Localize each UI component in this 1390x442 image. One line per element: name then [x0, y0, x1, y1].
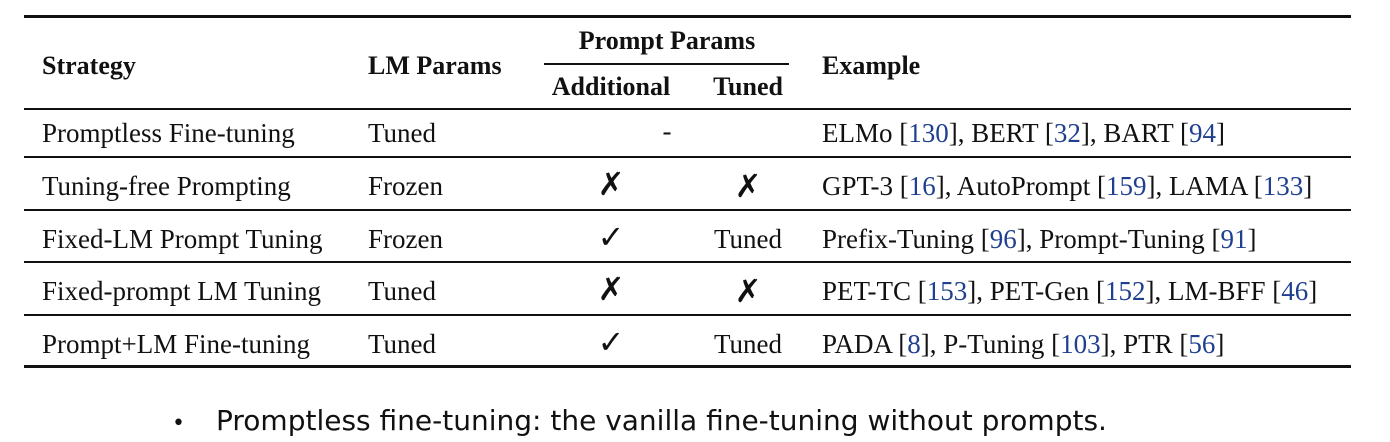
check-icon: ✓	[597, 218, 625, 256]
table-bottom-rule	[24, 365, 1351, 368]
table-top-rule	[24, 15, 1351, 18]
row-tuned: Tuned	[713, 224, 783, 254]
citation-ref: 46	[1281, 276, 1309, 306]
row-lm-params: Frozen	[368, 171, 443, 201]
citation-ref: 91	[1220, 224, 1248, 254]
row-lm-params: Tuned	[368, 276, 437, 306]
header-prompt-params: Prompt Params	[578, 26, 756, 55]
cross-icon: ✗	[734, 272, 762, 310]
row-strategy: Fixed-LM Prompt Tuning	[42, 224, 323, 254]
example-text: ]	[1303, 171, 1313, 201]
example-text: ], AutoPrompt [	[935, 171, 1107, 201]
example-text: ], LAMA [	[1146, 171, 1263, 201]
citation-ref: 153	[926, 276, 968, 306]
example-text: ELMo [	[822, 118, 909, 148]
row-example: ELMo [130], BERT [32], BART [94]	[822, 118, 1225, 148]
citation-ref: 8	[907, 329, 921, 359]
row-separator	[24, 209, 1351, 211]
bullet-text: Promptless fine-tuning: the vanilla fine…	[216, 404, 1107, 437]
example-text: PET-TC [	[822, 276, 927, 306]
example-text: PADA [	[822, 329, 908, 359]
citation-ref: 152	[1105, 276, 1146, 306]
row-strategy: Tuning-free Prompting	[42, 171, 291, 201]
prompt-params-rule	[544, 63, 789, 65]
row-lm-params: Tuned	[368, 329, 437, 359]
example-text: GPT-3 [	[822, 171, 909, 201]
row-lm-params: Tuned	[368, 118, 437, 148]
bullet-marker: •	[172, 411, 185, 436]
check-icon: ✓	[597, 323, 625, 361]
header-tuned: Tuned	[713, 72, 783, 101]
row-example: PADA [8], P-Tuning [103], PTR [56]	[822, 329, 1224, 359]
row-separator	[24, 314, 1351, 316]
example-text: ], BERT [	[948, 118, 1054, 148]
cross-icon: ✗	[597, 165, 625, 203]
example-text: ], PTR [	[1100, 329, 1189, 359]
row-separator	[24, 261, 1351, 263]
bullet-item: • Promptless fine-tuning: the vanilla fin…	[172, 403, 1107, 439]
row-strategy: Fixed-prompt LM Tuning	[42, 276, 322, 306]
example-text: ], LM-BFF [	[1145, 276, 1282, 306]
row-prompt-span: -	[662, 116, 672, 146]
citation-ref: 133	[1262, 171, 1304, 201]
example-text: ], BART [	[1080, 118, 1190, 148]
header-bottom-rule	[24, 108, 1351, 110]
example-text: ]	[1308, 276, 1318, 306]
citation-ref: 94	[1189, 118, 1217, 148]
citation-ref: 130	[908, 118, 949, 148]
cross-icon: ✗	[597, 270, 625, 308]
header-example: Example	[822, 51, 921, 80]
header-additional: Additional	[551, 72, 671, 101]
row-example: Prefix-Tuning [96], Prompt-Tuning [91]	[822, 224, 1257, 254]
header-lm-params: LM Params	[368, 51, 502, 80]
row-tuned: Tuned	[713, 329, 783, 359]
row-example: GPT-3 [16], AutoPrompt [159], LAMA [133]	[822, 171, 1312, 201]
row-lm-params: Frozen	[368, 224, 443, 254]
row-separator	[24, 156, 1351, 158]
example-text: ]	[1247, 224, 1257, 254]
citation-ref: 159	[1106, 171, 1147, 201]
citation-ref: 103	[1060, 329, 1101, 359]
cross-icon: ✗	[734, 167, 762, 205]
citation-ref: 56	[1188, 329, 1216, 359]
citation-ref: 16	[908, 171, 936, 201]
example-text: ], P-Tuning [	[920, 329, 1061, 359]
example-text: ]	[1216, 118, 1226, 148]
strategy-table: Strategy LM Params Prompt Params Additio…	[24, 0, 1351, 380]
row-example: PET-TC [153], PET-Gen [152], LM-BFF [46]	[822, 276, 1317, 306]
header-strategy: Strategy	[42, 51, 136, 80]
example-text: Prefix-Tuning [	[822, 224, 990, 254]
citation-ref: 32	[1053, 118, 1081, 148]
row-strategy: Promptless Fine-tuning	[42, 118, 295, 148]
example-text: ], PET-Gen [	[967, 276, 1105, 306]
example-text: ]	[1215, 329, 1225, 359]
citation-ref: 96	[989, 224, 1017, 254]
row-strategy: Prompt+LM Fine-tuning	[42, 329, 310, 359]
example-text: ], Prompt-Tuning [	[1016, 224, 1221, 254]
